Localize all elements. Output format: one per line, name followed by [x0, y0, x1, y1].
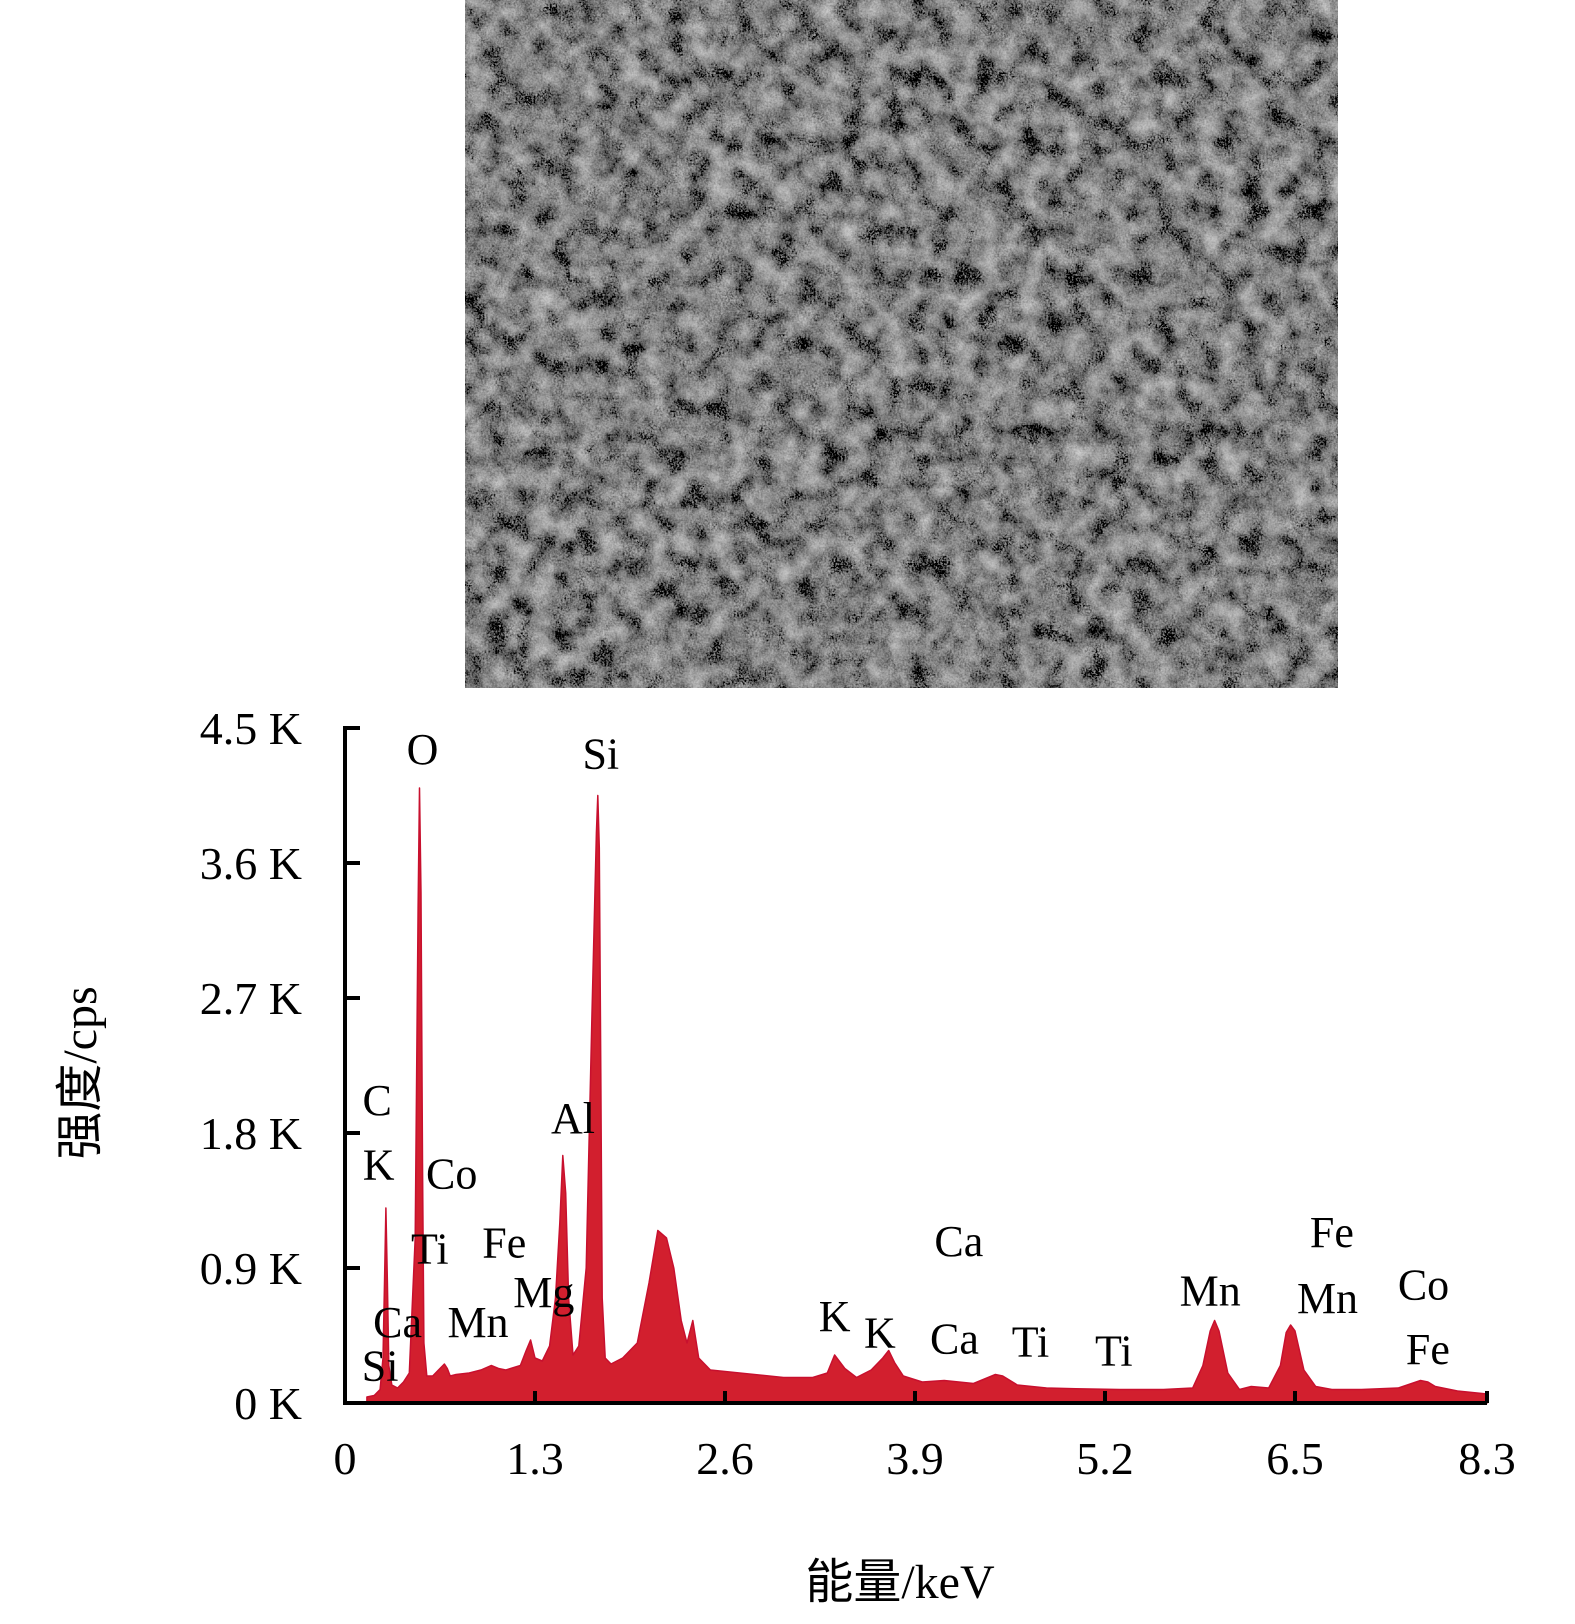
y-tick-label: 4.5 K: [200, 703, 302, 754]
y-axis-title: 强度/cps: [54, 986, 107, 1159]
x-tick-label: 0: [334, 1433, 357, 1484]
peak-label: Ca: [930, 1315, 979, 1364]
peak-label: Mn: [1180, 1267, 1241, 1316]
y-tick-label: 3.6 K: [200, 838, 302, 889]
peak-label: Co: [1398, 1261, 1449, 1310]
peak-label: Ti: [1095, 1327, 1133, 1376]
peak-label: K: [819, 1292, 851, 1341]
peak-label: O: [407, 725, 439, 774]
peak-label: Fe: [1310, 1208, 1354, 1257]
peak-label: Fe: [1406, 1325, 1450, 1374]
spectrum-area: [366, 787, 1488, 1404]
x-axis-title: 能量/keV: [805, 1556, 995, 1609]
peak-label: C: [363, 1076, 392, 1125]
sem-micrograph-image: [465, 0, 1338, 688]
y-tick-label: 0.9 K: [200, 1243, 302, 1294]
peak-label: Mn: [1297, 1274, 1358, 1323]
y-tick-label: 0 K: [234, 1378, 302, 1429]
peak-label: Ti: [1012, 1318, 1050, 1367]
peak-label: Mn: [447, 1298, 508, 1347]
x-tick-label: 1.3: [506, 1433, 564, 1484]
peak-label: K: [864, 1309, 896, 1358]
peak-label: Ca: [373, 1298, 422, 1347]
eds-spectrum-chart: 0 K 0.9 K 1.8 K 2.7 K 3.6 K 4.5 K 0 1.3 2.6 3.9 5.…: [54, 703, 1516, 1609]
plot-area: [366, 787, 1488, 1404]
y-tick-label: 1.8 K: [200, 1108, 302, 1159]
tick-labels: 0 K 0.9 K 1.8 K 2.7 K 3.6 K 4.5 K 0 1.3 2.6 3.9 5.…: [200, 703, 1516, 1484]
y-tick-label: 2.7 K: [200, 973, 302, 1024]
peak-label: Co: [426, 1150, 477, 1199]
x-tick-label: 5.2: [1076, 1433, 1134, 1484]
peak-label: Ti: [411, 1225, 449, 1274]
x-tick-label: 2.6: [696, 1433, 754, 1484]
x-tick-label: 8.3: [1458, 1433, 1516, 1484]
peak-label: Al: [551, 1094, 595, 1143]
x-tick-label: 6.5: [1266, 1433, 1324, 1484]
x-tick-label: 3.9: [886, 1433, 944, 1484]
peak-label: Ca: [934, 1217, 983, 1266]
peak-label: Si: [362, 1342, 399, 1391]
peak-label: Mg: [513, 1268, 574, 1317]
peak-label: Si: [582, 730, 619, 779]
peak-label: Fe: [482, 1219, 526, 1268]
peak-label: K: [363, 1141, 395, 1190]
chart-axes: [343, 726, 1489, 1405]
